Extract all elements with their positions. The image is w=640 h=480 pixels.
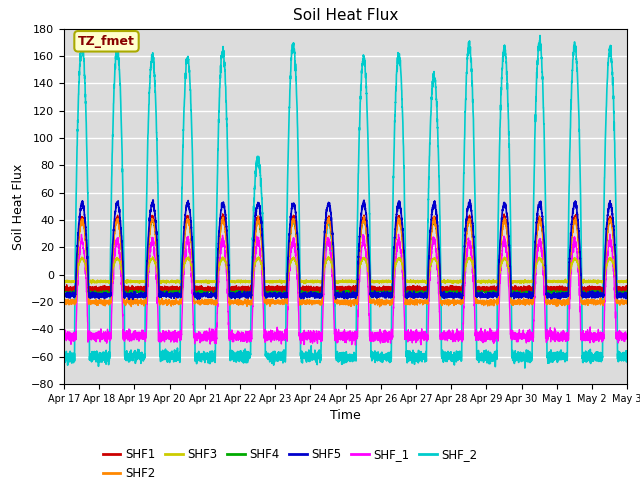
SHF3 [543, 278, 550, 284]
SHF3 [177, 278, 185, 284]
SHF1 [500, 217, 508, 223]
SHF3 [149, 254, 157, 260]
SHF_2 [623, 355, 631, 360]
SHF4 [623, 288, 631, 294]
SHF3 [594, 281, 602, 287]
SHF_1 [60, 336, 68, 342]
SHF5 [543, 290, 550, 296]
SHF3 [367, 279, 374, 285]
SHF5 [466, 197, 474, 203]
SHF1 [60, 286, 68, 291]
SHF2 [528, 297, 536, 303]
SHF2 [60, 300, 68, 305]
SHF3 [397, 257, 404, 263]
SHF4 [488, 292, 495, 298]
SHF5 [397, 210, 404, 216]
SHF2 [376, 304, 383, 310]
SHF4 [543, 287, 550, 292]
SHF_2 [543, 282, 550, 288]
SHF5 [500, 202, 508, 207]
SHF4 [367, 290, 374, 296]
SHF3 [623, 278, 631, 284]
SHF1 [528, 286, 536, 292]
SHF4 [528, 289, 536, 295]
Line: SHF2: SHF2 [64, 216, 627, 307]
SHF3 [60, 278, 68, 284]
SHF_2 [500, 48, 508, 53]
SHF2 [367, 300, 374, 305]
Line: SHF3: SHF3 [64, 257, 627, 284]
SHF4 [397, 221, 404, 227]
SHF1 [623, 285, 631, 291]
SHF2 [397, 223, 404, 229]
SHF_2 [536, 33, 544, 38]
SHF_1 [177, 337, 184, 343]
SHF2 [255, 213, 262, 219]
Title: Soil Heat Flux: Soil Heat Flux [293, 9, 398, 24]
SHF_1 [528, 336, 536, 341]
SHF1 [177, 285, 184, 290]
SHF_2 [521, 365, 529, 371]
Legend: SHF1, SHF2, SHF3, SHF4, SHF5, SHF_1, SHF_2: SHF1, SHF2, SHF3, SHF4, SHF5, SHF_1, SHF… [98, 444, 483, 480]
Line: SHF5: SHF5 [64, 200, 627, 300]
SHF_2 [528, 351, 536, 357]
Line: SHF4: SHF4 [64, 217, 627, 295]
SHF4 [536, 214, 543, 220]
SHF_1 [606, 231, 614, 237]
Line: SHF_2: SHF_2 [64, 36, 627, 368]
X-axis label: Time: Time [330, 409, 361, 422]
SHF5 [177, 291, 185, 297]
SHF5 [623, 291, 631, 297]
SHF1 [367, 285, 374, 291]
Y-axis label: Soil Heat Flux: Soil Heat Flux [12, 163, 25, 250]
Text: TZ_fmet: TZ_fmet [78, 35, 135, 48]
SHF2 [543, 298, 550, 303]
SHF4 [177, 289, 184, 295]
Line: SHF1: SHF1 [64, 214, 627, 292]
SHF4 [500, 215, 508, 221]
SHF4 [60, 290, 68, 296]
SHF5 [60, 292, 68, 298]
SHF1 [397, 218, 404, 224]
SHF1 [219, 211, 227, 217]
SHF_1 [367, 335, 374, 341]
SHF1 [582, 289, 589, 295]
SHF5 [367, 292, 374, 298]
SHF_2 [177, 264, 184, 270]
SHF_2 [60, 357, 68, 362]
SHF2 [500, 215, 508, 221]
SHF_2 [367, 275, 374, 280]
SHF_2 [397, 67, 404, 72]
Line: SHF_1: SHF_1 [64, 234, 627, 345]
SHF_1 [623, 331, 631, 337]
SHF2 [623, 298, 631, 303]
SHF3 [528, 277, 536, 283]
SHF5 [528, 294, 536, 300]
SHF_1 [500, 236, 508, 242]
SHF_1 [351, 342, 359, 348]
SHF2 [177, 298, 184, 303]
SHF1 [543, 285, 550, 291]
SHF_1 [543, 339, 550, 345]
SHF3 [500, 255, 508, 261]
SHF5 [129, 297, 137, 302]
SHF_1 [397, 247, 404, 253]
